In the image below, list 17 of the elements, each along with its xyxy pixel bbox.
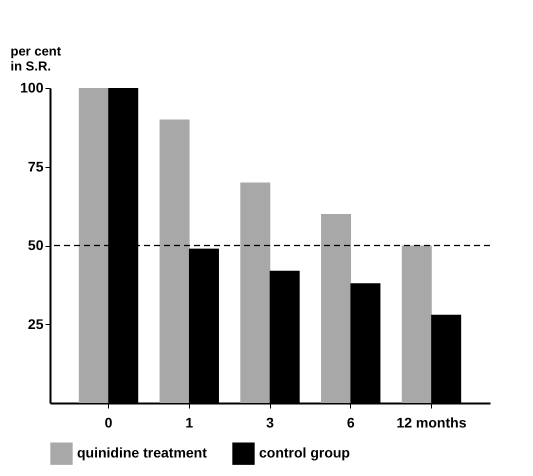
x-tick-label: 1 <box>185 414 194 430</box>
x-tick-label: 3 <box>266 414 274 430</box>
y-tick-label: 100 <box>20 80 44 96</box>
legend-label: control group <box>259 444 350 461</box>
bar <box>240 182 270 403</box>
y-tick-label: 50 <box>28 237 44 253</box>
x-tick-label: 0 <box>104 414 113 430</box>
x-tick-label: 12 months <box>396 414 467 430</box>
bar <box>160 120 190 403</box>
y-axis-title: per cent in S.R. <box>10 44 62 74</box>
y-tick-label: 25 <box>28 316 44 332</box>
legend-label: quinidine treatment <box>77 444 208 461</box>
bar <box>78 88 109 403</box>
bar <box>402 246 432 403</box>
x-tick-label: 6 <box>346 414 355 430</box>
bar <box>321 214 352 403</box>
y-tick-label: 75 <box>28 158 44 174</box>
